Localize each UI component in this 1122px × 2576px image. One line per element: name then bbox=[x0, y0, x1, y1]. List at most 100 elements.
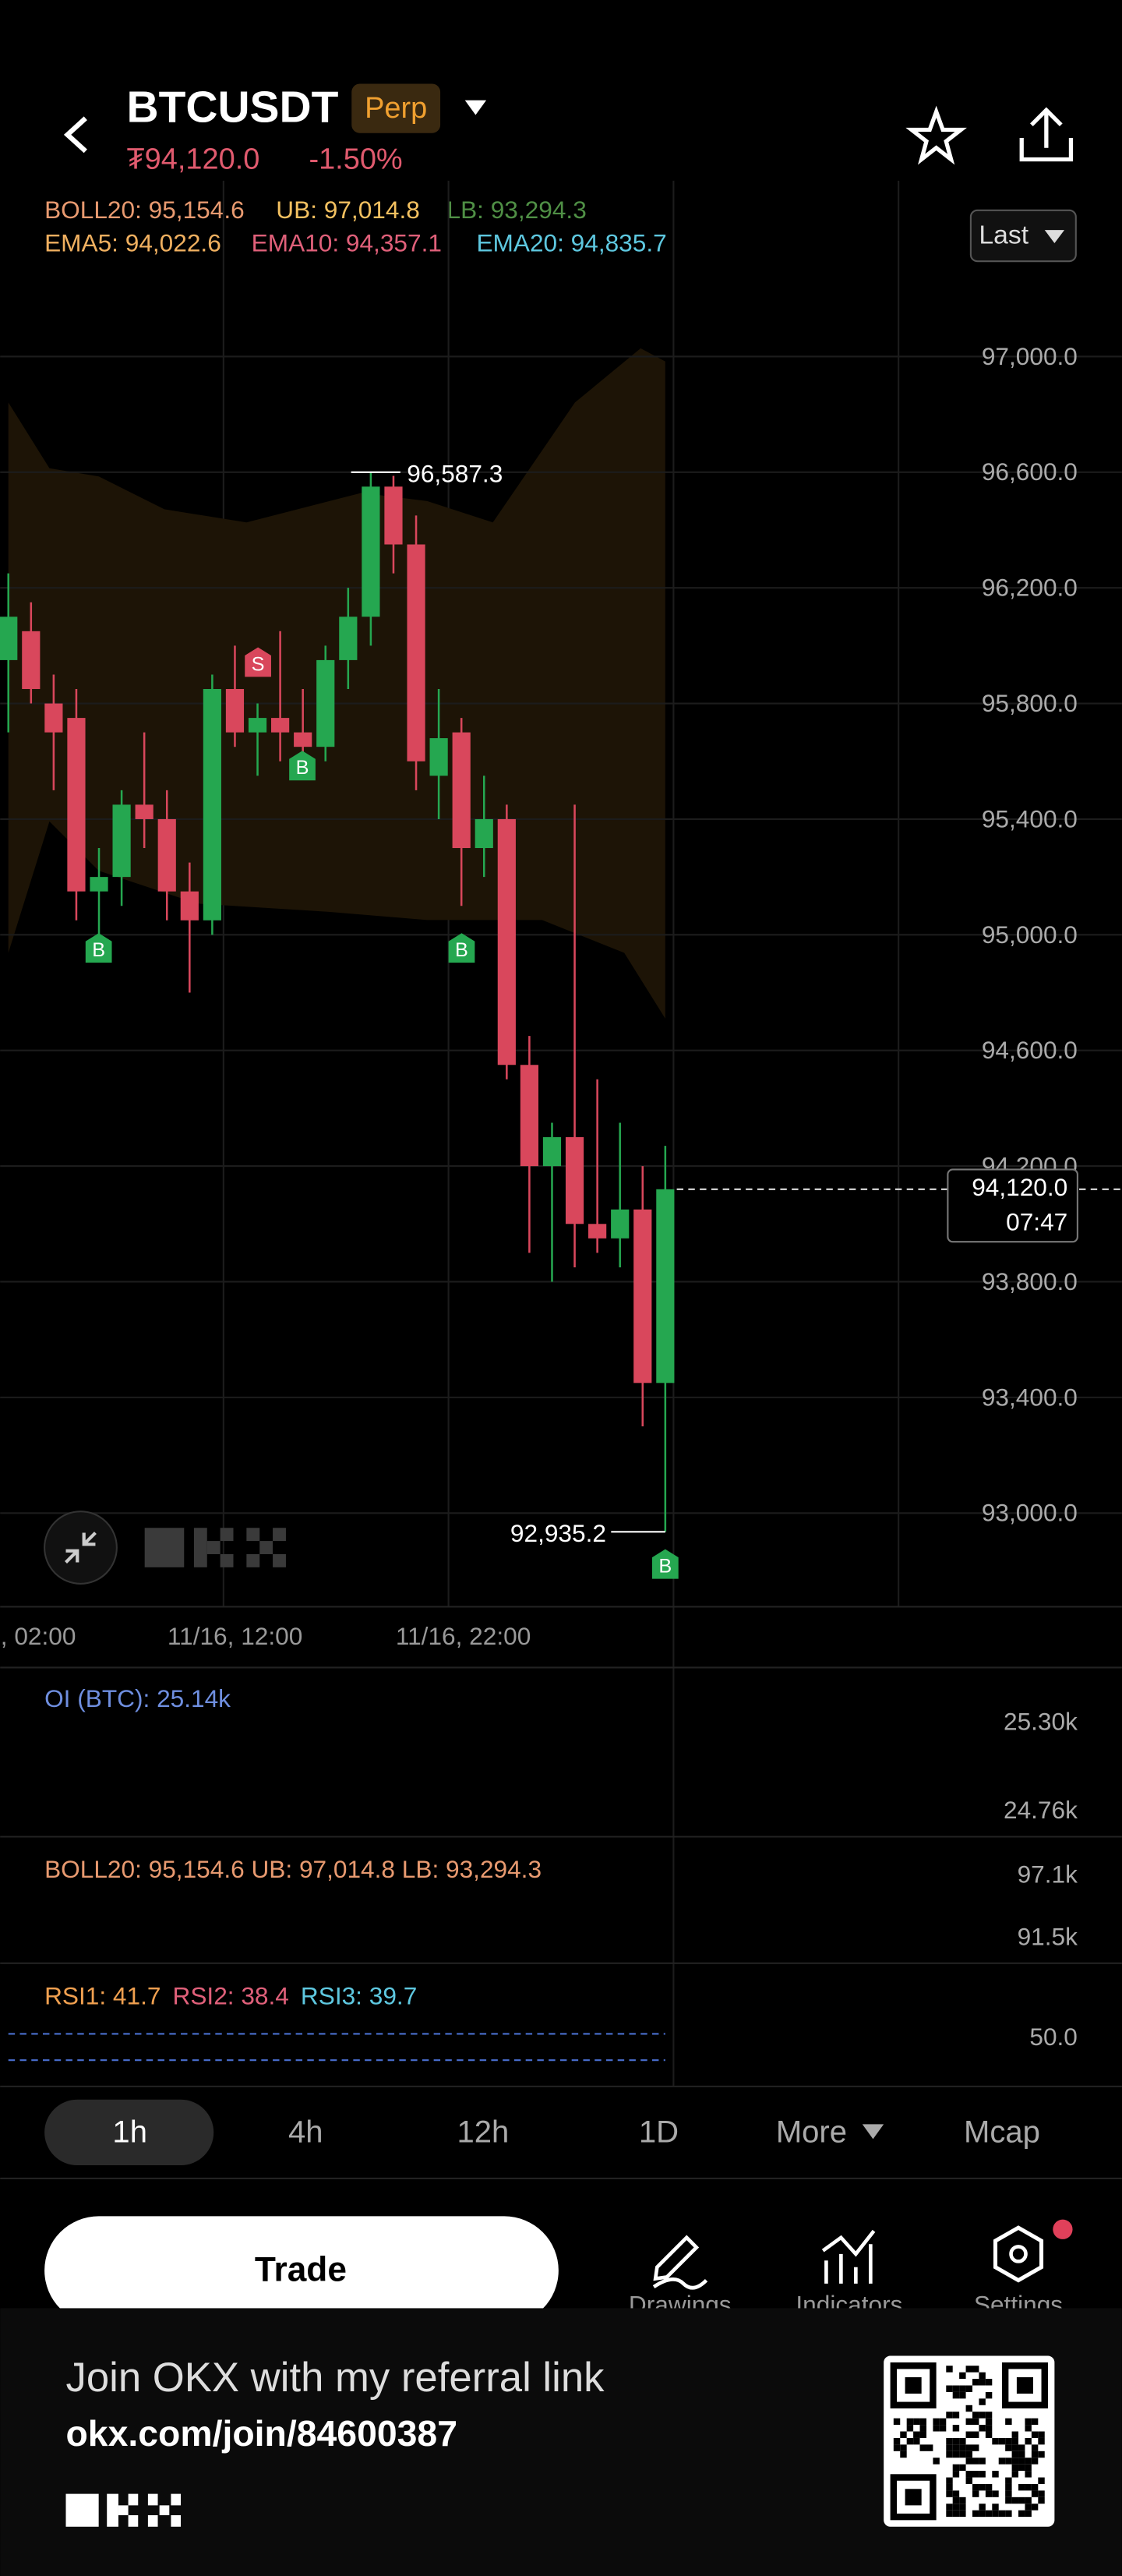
qr-cell bbox=[1018, 2510, 1025, 2518]
qr-cell bbox=[919, 2418, 926, 2426]
indicators-icon[interactable] bbox=[821, 2229, 876, 2284]
qr-cell bbox=[972, 2379, 979, 2386]
qr-cell bbox=[946, 2490, 953, 2497]
rsi3: RSI3: 39.7 bbox=[301, 1981, 417, 2009]
boll: BOLL20: 95,154.6 bbox=[44, 196, 245, 224]
qr-cell bbox=[913, 2418, 920, 2426]
qr-cell bbox=[985, 2412, 993, 2419]
collapse-icon bbox=[65, 1532, 97, 1564]
qr-cell bbox=[965, 2385, 972, 2392]
x-tick-label: 11/16, 12:00 bbox=[168, 1622, 302, 1650]
candle-body bbox=[316, 659, 335, 747]
qr-cell bbox=[1025, 2483, 1032, 2491]
favorite[interactable] bbox=[905, 105, 967, 165]
candle-body bbox=[225, 689, 245, 733]
timeframe[interactable]: 1D bbox=[639, 2115, 679, 2150]
back-button[interactable] bbox=[63, 116, 87, 154]
qr-cell bbox=[979, 2510, 986, 2518]
candle-body bbox=[475, 818, 493, 849]
symbol: BTCUSDT bbox=[126, 82, 338, 132]
timeframe[interactable]: 4h bbox=[288, 2115, 323, 2150]
qr-cell bbox=[1025, 2458, 1032, 2465]
qr-cell bbox=[959, 2464, 966, 2472]
boll-tick: 91.5k bbox=[1018, 1923, 1078, 1951]
share[interactable] bbox=[1019, 107, 1074, 162]
qr-cell bbox=[952, 2437, 960, 2445]
notification bbox=[1053, 2219, 1073, 2239]
footer-line1: Join OKX with my referral link bbox=[66, 2355, 605, 2401]
qr-finder-core bbox=[1016, 2376, 1033, 2394]
qr-cell bbox=[1038, 2451, 1045, 2458]
qr-cell bbox=[979, 2504, 986, 2511]
qr-cell bbox=[893, 2418, 901, 2426]
qr-cell bbox=[972, 2366, 979, 2373]
qr-cell bbox=[939, 2418, 947, 2426]
qr-cell bbox=[965, 2458, 972, 2465]
candle-body bbox=[497, 818, 516, 1065]
trade-button[interactable] bbox=[44, 2216, 559, 2325]
footer-line2: okx.com/join/84600387 bbox=[66, 2413, 458, 2454]
signal-badge bbox=[85, 933, 112, 963]
ub: UB: 97,014.8 bbox=[276, 196, 420, 224]
qr-cell bbox=[972, 2471, 979, 2478]
qr-cell bbox=[959, 2391, 966, 2399]
dropdown[interactable] bbox=[464, 100, 487, 115]
qr-cell bbox=[959, 2451, 966, 2458]
signal-badge bbox=[651, 1549, 679, 1579]
qr-cell bbox=[992, 2437, 999, 2445]
signal-label: S bbox=[252, 653, 265, 675]
candle-body bbox=[180, 891, 199, 921]
collapse-button[interactable] bbox=[44, 1511, 118, 1585]
qr-cell bbox=[946, 2477, 953, 2484]
settings-icon[interactable] bbox=[993, 2225, 1044, 2283]
current-price: 94,120.0 bbox=[972, 1173, 1067, 1201]
chart: 97,000.0 96,600.0 96,200.0 95,800.0 95,400.0… bbox=[0, 342, 1122, 1650]
qr-cell bbox=[1018, 2464, 1025, 2472]
candle-body bbox=[565, 1137, 584, 1224]
qr-cell bbox=[972, 2490, 979, 2497]
candle-body bbox=[271, 718, 290, 733]
current-price-box bbox=[947, 1168, 1078, 1243]
timeframe[interactable]: 1h bbox=[112, 2115, 147, 2150]
high-label: 96,587.3 bbox=[407, 459, 503, 487]
candle-body bbox=[520, 1065, 538, 1167]
ema5: EMA5: 94,022.6 bbox=[44, 228, 221, 256]
qr-cell bbox=[959, 2496, 966, 2504]
qr-cell bbox=[998, 2510, 1006, 2518]
qr-cell bbox=[906, 2437, 914, 2445]
price-type-button[interactable] bbox=[969, 209, 1077, 263]
qr-cell bbox=[1011, 2496, 1019, 2504]
qr-cell bbox=[913, 2437, 920, 2445]
qr-cell bbox=[972, 2418, 979, 2426]
qr-cell bbox=[1018, 2458, 1025, 2465]
y-tick-label: 95,400.0 bbox=[982, 804, 1078, 832]
qr-cell bbox=[1018, 2451, 1025, 2458]
qr-cell bbox=[1005, 2496, 1012, 2504]
qr-cell bbox=[933, 2425, 940, 2432]
qr-cell bbox=[1005, 2483, 1012, 2491]
lb: LB: 93,294.3 bbox=[447, 196, 587, 224]
qr-cell bbox=[979, 2425, 986, 2432]
candle-body bbox=[611, 1209, 630, 1239]
timeframe[interactable]: More bbox=[776, 2115, 847, 2150]
qr-cell bbox=[913, 2431, 920, 2438]
candle-body bbox=[384, 486, 403, 545]
qr-cell bbox=[919, 2444, 926, 2451]
qr-cell bbox=[952, 2496, 960, 2504]
qr-cell bbox=[1018, 2483, 1025, 2491]
candle-body bbox=[67, 718, 86, 892]
qr-cell bbox=[939, 2425, 947, 2432]
qr-cell bbox=[985, 2510, 993, 2518]
qr-cell bbox=[900, 2444, 907, 2451]
timeframe[interactable]: 12h bbox=[457, 2115, 509, 2150]
timeframe[interactable]: Mcap bbox=[964, 2115, 1040, 2150]
candle-body bbox=[339, 617, 358, 660]
qr-cell bbox=[959, 2510, 966, 2518]
qr-cell bbox=[965, 2471, 972, 2478]
drawings-icon[interactable] bbox=[652, 2235, 708, 2290]
qr-cell bbox=[952, 2504, 960, 2511]
qr-cell bbox=[985, 2391, 993, 2399]
qr-cell bbox=[1025, 2464, 1032, 2472]
rsi1: RSI1: 41.7 bbox=[44, 1981, 161, 2009]
qr-cell bbox=[965, 2477, 972, 2484]
